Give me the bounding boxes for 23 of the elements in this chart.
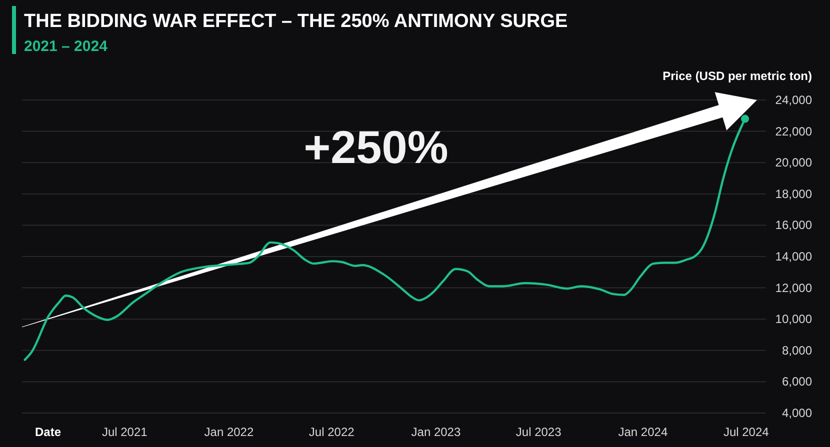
x-tick-label: Jul 2022 [308, 425, 355, 439]
x-tick-label: Jul 2024 [723, 425, 770, 439]
y-tick-label: 6,000 [782, 374, 812, 389]
x-tick-label: Jul 2021 [102, 425, 148, 439]
y-tick-label: 10,000 [775, 312, 812, 326]
y-tick-label: 22,000 [775, 124, 812, 138]
x-tick-label: Jan 2024 [618, 425, 668, 439]
y-tick-label: 14,000 [775, 250, 812, 264]
x-axis-title: Date [34, 425, 62, 439]
x-tick-label: Jul 2023 [516, 425, 562, 439]
chart-subtitle: 2021 – 2024 [24, 38, 108, 55]
y-tick-label: 18,000 [775, 186, 812, 201]
y-tick-label: 16,000 [775, 218, 812, 232]
y-tick-label: 24,000 [775, 93, 812, 107]
x-tick-label: Jan 2023 [411, 425, 461, 439]
x-tick-label: Jan 2022 [204, 425, 254, 439]
chart-title: THE BIDDING WAR EFFECT – THE 250% ANTIMONY SURGE [24, 11, 568, 32]
y-axis-title: Price (USD per metric ton) [662, 69, 812, 83]
y-tick-label: 8,000 [782, 343, 812, 358]
y-tick-label: 20,000 [775, 156, 812, 170]
annotation: +250% [304, 121, 448, 173]
y-tick-label: 12,000 [775, 280, 812, 295]
y-tick-label: 4,000 [782, 406, 812, 420]
